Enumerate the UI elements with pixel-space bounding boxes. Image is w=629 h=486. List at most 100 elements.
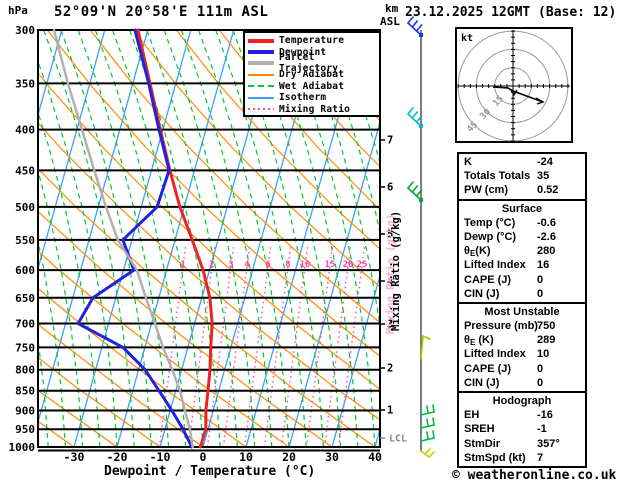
pressure-tick-label: 550 [15, 234, 35, 247]
pressure-tick-label: 800 [15, 364, 35, 377]
pressure-tick-label: 750 [15, 341, 35, 354]
table-row-label: Lifted Index [464, 259, 526, 272]
mixing-ratio-value-label: 15 [325, 260, 336, 270]
table-row-value: -2.6 [537, 230, 556, 243]
pressure-tick-label: 400 [15, 124, 35, 137]
table-row: CAPE (J) 0 [459, 273, 585, 287]
mixing-ratio-value-labels: 1 2 3 4 6 8 10 15 20 25 [180, 260, 367, 270]
table-row-label: CIN (J) [464, 287, 500, 300]
table-row-value: -1 [537, 423, 547, 436]
table-section-header: Most Unstable [484, 305, 560, 318]
table-row-value: 16 [537, 259, 550, 272]
hodograph-trace-arrowhead [535, 97, 545, 105]
datetime-title: 23.12.2025 12GMT (Base: 12) [405, 5, 617, 20]
table-row-label: Temp (°C) [464, 216, 516, 229]
wind-barb-icon [420, 404, 435, 416]
copyright-text: © weatheronline.co.uk [452, 468, 617, 483]
wind-barb-icon [407, 181, 423, 202]
table-row: K -24 [459, 155, 585, 169]
pressure-tick-label: 1000 [9, 441, 36, 454]
curve-dewpoint [76, 28, 194, 449]
legend-label: Temperature [279, 35, 345, 47]
temp-tick-label: 40 [368, 450, 382, 464]
legend-label: Dewpoint [279, 46, 327, 58]
km-tick-label: 2 [387, 363, 393, 375]
temp-tick-label: 30 [325, 450, 339, 464]
pressure-tick-label: 500 [15, 201, 35, 214]
temp-tick-label: -30 [64, 450, 85, 464]
wind-barb-icon [407, 107, 423, 128]
mixing-ratio-value-label: 8 [285, 260, 290, 270]
table-row-value: 289 [537, 334, 556, 347]
wind-barb-icon [420, 417, 435, 429]
pressure-tick-label: 600 [15, 264, 35, 277]
mixing-ratio-value-label: 20 [343, 260, 354, 270]
table-row-label: StmDir [464, 437, 501, 450]
table-row-label: Lifted Index [464, 348, 526, 361]
legend-item-mixing-ratio: Mixing Ratio [245, 103, 379, 115]
km-tick-label: 7 [387, 135, 393, 147]
table-row-value: -24 [537, 156, 553, 168]
legend-label: Mixing Ratio [279, 103, 351, 115]
legend-label: Parcel Trajectory [279, 52, 339, 75]
plot-frame [37, 29, 381, 448]
hodograph-trace [492, 86, 544, 103]
table-row-value: 7 [537, 451, 544, 464]
legend-item-temperature: Temperature [245, 35, 379, 46]
table-row-value: 0 [537, 273, 544, 286]
table-row-label: θE(K) [464, 245, 491, 259]
km-tick-label: 3 [387, 319, 393, 331]
temp-tick-label: 10 [239, 450, 253, 464]
temperature-line-swatch [248, 38, 274, 43]
table-row-label: Totals Totals [464, 170, 531, 183]
pressure-tick-label: 650 [15, 292, 35, 305]
pressure-tick-label: 900 [15, 405, 35, 418]
wind-barb-icon [420, 335, 431, 359]
legend-item-parcel: Parcel Trajectory [245, 52, 379, 74]
mixing-ratio-value-label: 10 [300, 260, 311, 270]
legend-item-dewpoint: Dewpoint [245, 46, 379, 58]
pressure-tick-label: 450 [15, 164, 35, 177]
wet-adiabat-line-swatch [248, 85, 274, 88]
table-row-value: 0.52 [537, 184, 559, 197]
dewpoint-line-swatch [248, 50, 274, 55]
table-section: Hodograph EH -16 SREH -1 StmDir 357° StmSpd (kt… [459, 391, 585, 466]
mixing-ratio-value-label: 25 [357, 260, 368, 270]
table-row-value: -16 [537, 409, 553, 422]
table-row: Dewp (°C) -2.6 [459, 230, 585, 244]
table-row: Totals Totals 35 [459, 169, 585, 183]
legend-label: Isotherm [279, 92, 327, 104]
pressure-tick-label: 350 [15, 77, 35, 90]
pressure-tick-label: 700 [15, 317, 35, 330]
table-row-value: 0 [537, 287, 544, 300]
table-row: Temp (°C) -0.6 [459, 216, 585, 230]
table-row-value: 0 [537, 362, 544, 375]
table-row: Pressure (mb) 750 [459, 319, 585, 333]
table-row-label: CIN (J) [464, 376, 500, 389]
table-row-label: K [464, 156, 472, 168]
table-row: Lifted Index 16 [459, 258, 585, 272]
table-row-label: Dewp (°C) [464, 230, 517, 243]
wind-barb-icon [407, 16, 423, 37]
table-row: PW (cm) 0.52 [459, 183, 585, 197]
mixing-ratio-value-label: 4 [244, 260, 250, 270]
table-row-value: 357° [537, 437, 560, 450]
mixing-ratio-value-label: 3 [228, 260, 233, 270]
isotherm-line-swatch [248, 96, 274, 99]
chart-legend: Temperature Dewpoint Parcel Trajectory D… [243, 31, 381, 117]
table-row: StmSpd (kt) 7 [459, 451, 585, 465]
temp-tick-label: -20 [107, 450, 128, 464]
table-section: Most Unstable Pressure (mb) 750 θE (K) 289 Li… [459, 301, 585, 391]
table-row-label: CAPE (J) [464, 273, 512, 286]
table-row-value: 0 [537, 376, 544, 389]
mixing-ratio-value-label: 2 [209, 260, 214, 270]
mixing-ratio-value-label: 6 [265, 260, 270, 270]
xaxis-title: Dewpoint / Temperature (°C) [104, 464, 316, 479]
table-row-label: PW (cm) [464, 184, 508, 197]
legend-label: Wet Adiabat [279, 80, 345, 92]
wind-barb-icon [420, 448, 435, 458]
parcel-line-swatch [248, 61, 274, 66]
mixing-ratio-value-label: 1 [180, 260, 185, 270]
dry-adiabat-lines [39, 31, 379, 446]
altitude-unit-km-label: km [385, 2, 399, 15]
